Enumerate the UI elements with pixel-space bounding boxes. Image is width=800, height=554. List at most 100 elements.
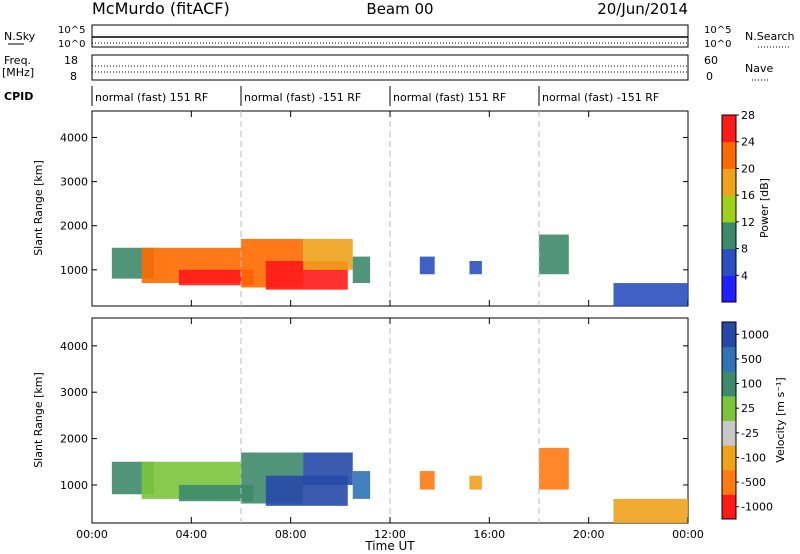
freq-tick-top: 18	[64, 54, 78, 67]
cpid-strip: normal (fast) 151 RF normal (fast) -151 R…	[91, 86, 659, 106]
colorbar-tick-label: 100	[741, 378, 762, 391]
y-tick-label: 3000	[60, 386, 88, 399]
colorbar-swatch	[722, 346, 736, 372]
freq-traces	[92, 65, 688, 73]
freq-left-label: Freq.	[4, 54, 31, 67]
noise-right-tick-bottom: 10^0	[704, 39, 731, 50]
x-tick-label: 20:00	[573, 528, 605, 541]
freq-panel-frame	[91, 54, 689, 81]
y-tick-label: 2000	[60, 220, 88, 233]
station-title: McMurdo (fitACF)	[92, 0, 230, 18]
noise-traces	[92, 36, 688, 44]
colorbar-swatch	[722, 195, 736, 223]
x-tick-label: 00:00	[76, 528, 108, 541]
velocity-colorbar-label: Velocity [m s⁻¹]	[774, 377, 787, 462]
x-tick-labels: 00:00 04:00 08:00 12:00 16:00 20:00 00:00	[76, 528, 704, 541]
colorbar-tick-label: 24	[741, 136, 755, 149]
power-data	[111, 234, 688, 306]
data-region	[469, 261, 482, 275]
colorbar-tick-label: 12	[741, 216, 755, 229]
data-region	[352, 471, 371, 499]
colorbar-swatch	[722, 275, 736, 303]
y-tick-label: 4000	[60, 131, 88, 144]
data-region	[539, 234, 569, 275]
freq-left-unit: [MHz]	[2, 66, 34, 79]
velocity-axes: 1000 2000 3000 4000	[60, 318, 689, 523]
power-y-label: Slant Range [km]	[32, 160, 45, 256]
colorbar-swatch	[722, 248, 736, 276]
data-region	[303, 238, 353, 270]
noise-right-tick-top: 10^5	[704, 25, 731, 36]
colorbar-swatch	[722, 141, 736, 169]
y-tick-label: 1000	[60, 264, 88, 277]
colorbar-tick-label: 20	[741, 162, 755, 175]
colorbar-swatch	[722, 371, 736, 397]
y-tick-label: 2000	[60, 433, 88, 446]
colorbar-tick-label: 8	[741, 243, 748, 256]
velocity-colorbar: 1000 500 100 25 -25 -100 -500 -1000	[721, 321, 773, 520]
nave-label: Nave	[745, 62, 773, 75]
x-tick-label: 04:00	[175, 528, 207, 541]
colorbar-swatch	[722, 469, 736, 495]
colorbar-tick-label: -25	[741, 427, 759, 440]
colorbar-swatch	[722, 221, 736, 250]
x-tick-label: 16:00	[473, 528, 505, 541]
noise-left-tick-bottom: 10^0	[58, 39, 85, 50]
data-region	[419, 471, 435, 490]
data-region	[539, 447, 569, 490]
velocity-y-label: Slant Range [km]	[32, 372, 45, 468]
colorbar-frame	[721, 321, 737, 520]
colorbar-swatch	[722, 115, 736, 143]
nave-tick-top: 60	[704, 54, 718, 67]
noise-right-label: N.Search	[745, 30, 795, 43]
noise-left-tick-top: 10^5	[58, 25, 85, 36]
freq-tick-bottom: 8	[70, 70, 77, 83]
data-region	[178, 484, 254, 502]
colorbar-tick-label: 16	[741, 189, 755, 202]
cpid-label: CPID	[4, 90, 33, 103]
data-region	[419, 256, 435, 275]
data-region	[178, 269, 254, 286]
y-tick-label: 4000	[60, 340, 88, 353]
cpid-segment-label: normal (fast) 151 RF	[393, 91, 506, 104]
cpid-segment-label: normal (fast) 151 RF	[95, 91, 208, 104]
data-region	[303, 452, 353, 485]
colorbar-frame	[721, 114, 737, 303]
x-tick-label: 08:00	[275, 528, 307, 541]
colorbar-swatch	[722, 420, 736, 446]
colorbar-tick-label: -100	[741, 451, 766, 464]
noise-left-label: N.Sky	[4, 30, 36, 43]
colorbar-swatch	[722, 168, 736, 196]
x-tick-label: 12:00	[374, 528, 406, 541]
colorbar-swatch	[722, 445, 736, 471]
power-axes: 1000 2000 3000 4000	[60, 111, 689, 306]
colorbar-tick-label: 28	[741, 109, 755, 122]
colorbar-tick-label: 4	[741, 269, 748, 282]
colorbar-swatch	[722, 395, 736, 421]
x-tick-label: 00:00	[672, 528, 704, 541]
colorbar-tick-label: 500	[741, 353, 762, 366]
data-region	[352, 256, 371, 284]
noise-panel-frame	[91, 24, 689, 48]
power-colorbar: 4 8 12 16 20 24 28	[721, 109, 755, 303]
colorbar-tick-label: 25	[741, 402, 755, 415]
beam-title: Beam 00	[366, 0, 433, 18]
x-axis-label: Time UT	[364, 539, 415, 553]
velocity-data	[111, 447, 688, 523]
cpid-segment-label: normal (fast) -151 RF	[542, 91, 659, 104]
data-region	[613, 283, 688, 306]
cpid-segment-label: normal (fast) -151 RF	[244, 91, 361, 104]
nave-tick-bottom: 0	[706, 70, 713, 83]
colorbar-tick-label: 1000	[741, 328, 769, 341]
power-colorbar-label: Power [dB]	[758, 178, 771, 238]
colorbar-swatch	[722, 322, 736, 348]
colorbar-tick-label: -1000	[741, 501, 773, 514]
date-title: 20/Jun/2014	[597, 0, 688, 18]
data-region	[469, 475, 482, 490]
colorbar-tick-label: -500	[741, 476, 766, 489]
y-tick-label: 3000	[60, 176, 88, 189]
colorbar-swatch	[722, 494, 736, 520]
y-tick-label: 1000	[60, 479, 88, 492]
